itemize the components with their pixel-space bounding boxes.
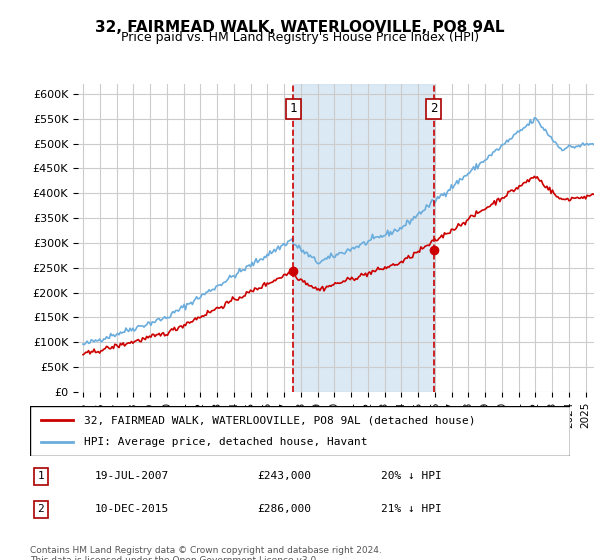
Text: 2: 2 (37, 505, 44, 515)
Text: 1: 1 (289, 102, 297, 115)
Text: £286,000: £286,000 (257, 505, 311, 515)
Text: 20% ↓ HPI: 20% ↓ HPI (381, 472, 442, 482)
Text: 32, FAIRMEAD WALK, WATERLOOVILLE, PO8 9AL (detached house): 32, FAIRMEAD WALK, WATERLOOVILLE, PO8 9A… (84, 415, 476, 425)
Text: HPI: Average price, detached house, Havant: HPI: Average price, detached house, Hava… (84, 437, 367, 447)
Text: 2: 2 (430, 102, 437, 115)
Text: Price paid vs. HM Land Registry's House Price Index (HPI): Price paid vs. HM Land Registry's House … (121, 31, 479, 44)
Bar (293, 84, 434, 392)
Text: 1: 1 (37, 472, 44, 482)
Text: Contains HM Land Registry data © Crown copyright and database right 2024.
This d: Contains HM Land Registry data © Crown c… (30, 546, 382, 560)
Text: 32, FAIRMEAD WALK, WATERLOOVILLE, PO8 9AL: 32, FAIRMEAD WALK, WATERLOOVILLE, PO8 9A… (95, 20, 505, 35)
Text: 19-JUL-2007: 19-JUL-2007 (95, 472, 169, 482)
FancyBboxPatch shape (30, 406, 570, 456)
Text: 21% ↓ HPI: 21% ↓ HPI (381, 505, 442, 515)
Text: £243,000: £243,000 (257, 472, 311, 482)
Text: 10-DEC-2015: 10-DEC-2015 (95, 505, 169, 515)
